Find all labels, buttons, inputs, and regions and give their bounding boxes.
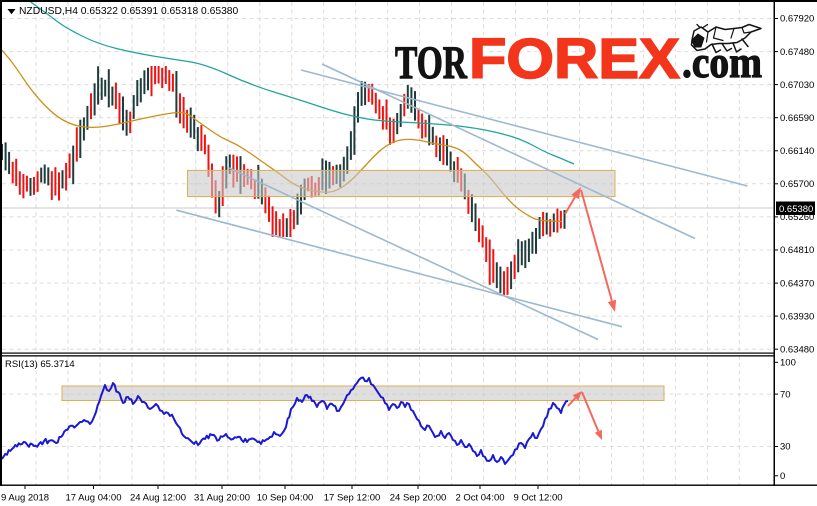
- svg-text:9 Oct 12:00: 9 Oct 12:00: [513, 493, 562, 504]
- svg-text:RSI(13) 65.3714: RSI(13) 65.3714: [5, 359, 75, 370]
- svg-text:17 Aug 04:00: 17 Aug 04:00: [66, 493, 122, 504]
- svg-text:0.63480: 0.63480: [780, 344, 814, 355]
- svg-text:0.66590: 0.66590: [780, 113, 814, 124]
- svg-text:70: 70: [780, 389, 791, 400]
- svg-text:10 Sep 04:00: 10 Sep 04:00: [257, 493, 314, 504]
- svg-text:17 Sep 12:00: 17 Sep 12:00: [324, 493, 381, 504]
- svg-text:0.67480: 0.67480: [780, 47, 814, 58]
- svg-text:0: 0: [780, 471, 785, 482]
- svg-text:0.66140: 0.66140: [780, 146, 814, 157]
- svg-text:30: 30: [780, 442, 791, 453]
- svg-text:0.64370: 0.64370: [780, 278, 814, 289]
- svg-text:24 Sep 20:00: 24 Sep 20:00: [390, 493, 447, 504]
- svg-text:24 Aug 12:00: 24 Aug 12:00: [130, 493, 186, 504]
- svg-text:0.65380: 0.65380: [779, 204, 813, 215]
- svg-text:0.63930: 0.63930: [780, 311, 814, 322]
- svg-text:100: 100: [780, 358, 796, 369]
- svg-text:0.65260: 0.65260: [780, 212, 814, 223]
- svg-text:TOR: TOR: [395, 37, 468, 89]
- svg-text:31 Aug 20:00: 31 Aug 20:00: [194, 493, 250, 504]
- svg-text:TOR: TOR: [395, 37, 468, 89]
- svg-text:FOREX: FOREX: [469, 27, 680, 91]
- svg-text:0.65700: 0.65700: [780, 179, 814, 190]
- svg-text:0.67030: 0.67030: [780, 80, 814, 91]
- svg-text:FOREX: FOREX: [469, 27, 680, 91]
- svg-text:2 Oct 04:00: 2 Oct 04:00: [455, 493, 504, 504]
- svg-text:0.67920: 0.67920: [780, 14, 814, 25]
- svg-text:NZDUSD,H4 0.65322 0.65391 0.6: NZDUSD,H4 0.65322 0.65391 0.65318 0.6538…: [19, 6, 239, 17]
- svg-text:9 Aug 2018: 9 Aug 2018: [1, 493, 49, 504]
- svg-text:0.64810: 0.64810: [780, 245, 814, 256]
